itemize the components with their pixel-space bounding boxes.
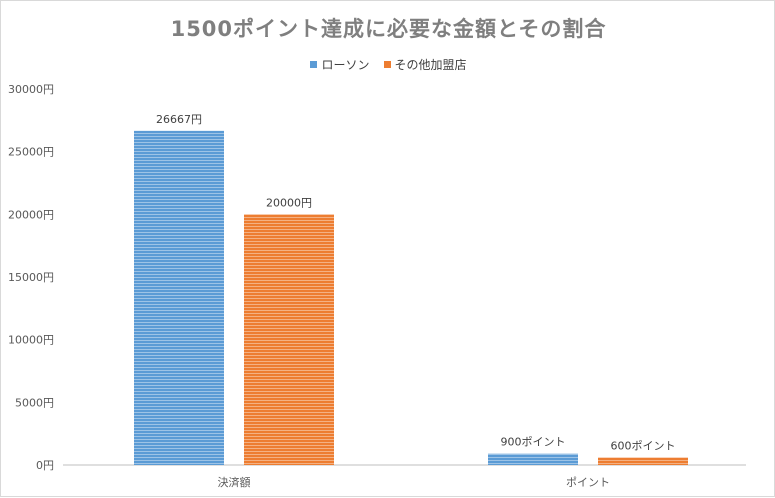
y-tick-label-1: 5000円 [15, 396, 54, 409]
data-label-other-stores-0: 20000円 [266, 196, 312, 209]
legend-label-other-stores: その他加盟店 [394, 58, 467, 72]
y-tick-label-2: 10000円 [8, 334, 54, 347]
y-tick-label-4: 20000円 [8, 208, 54, 221]
data-label-other-stores-1: 600ポイント [611, 439, 676, 452]
bar-other-stores-0 [244, 214, 334, 465]
y-tick-label-5: 25000円 [8, 146, 54, 159]
chart-title: 1500ポイント達成に必要な金額とその割合 [170, 17, 607, 41]
legend: ローソン その他加盟店 [1, 56, 775, 73]
y-tick-label-3: 15000円 [8, 271, 54, 284]
data-label-lawson-1: 900ポイント [501, 436, 566, 449]
legend-swatch-lawson [310, 61, 318, 68]
bar-other-stores-1 [598, 457, 688, 465]
legend-item-other-stores: その他加盟店 [383, 56, 467, 73]
y-tick-label-0: 0円 [36, 459, 54, 472]
legend-label-lawson: ローソン [321, 58, 370, 72]
category-label-1: ポイント [566, 476, 610, 489]
category-label-0: 決済額 [218, 475, 251, 489]
legend-item-lawson: ローソン [310, 56, 370, 73]
bar-lawson-1 [488, 453, 578, 465]
y-tick-label-6: 30000円 [8, 83, 54, 96]
bar-lawson-0 [134, 130, 224, 465]
legend-swatch-other-stores [383, 61, 391, 68]
data-label-lawson-0: 26667円 [156, 113, 202, 126]
